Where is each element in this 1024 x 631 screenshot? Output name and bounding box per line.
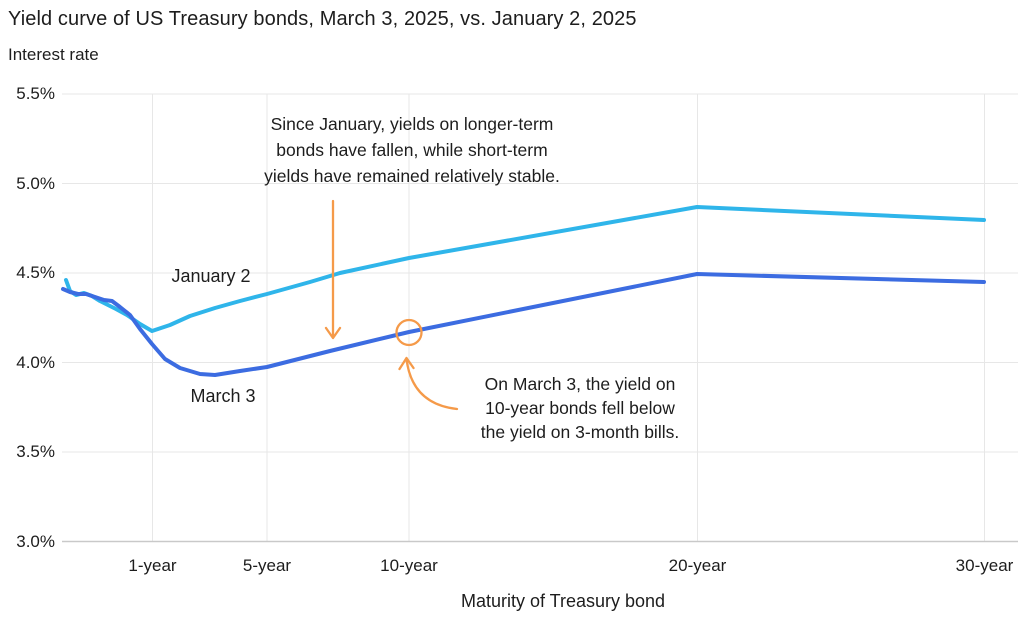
ten-year-highlight-circle	[395, 318, 423, 347]
series-label-march: March 3	[190, 386, 256, 406]
x-tick-label: 1-year	[128, 556, 177, 575]
series-label-january: January 2	[171, 266, 251, 286]
annotation-top: Since January, yields on longer-term bon…	[212, 111, 612, 189]
curved-arrow	[398, 356, 459, 411]
annotation-top-line: bonds have fallen, while short-term	[276, 140, 548, 160]
y-tick-label: 3.5%	[16, 442, 55, 461]
y-tick-label: 4.0%	[16, 352, 55, 372]
annotation-bottom-line: the yield on 3-month bills.	[480, 422, 680, 442]
y-axis-title: Interest rate	[8, 45, 99, 64]
annotation-bottom-line: On March 3, the yield on	[484, 374, 676, 394]
x-axis-title: Maturity of Treasury bond	[460, 591, 666, 611]
march-3-line	[61, 272, 986, 377]
chart-title: Yield curve of US Treasury bonds, March …	[8, 8, 637, 30]
y-tick-label: 5.0%	[16, 173, 55, 193]
y-tick-label: 5.5%	[16, 84, 55, 103]
x-tick-label: 5-year	[242, 556, 292, 575]
annotation-bottom: On March 3, the yield on 10-year bonds f…	[455, 372, 705, 444]
annotation-top-line: Since January, yields on longer-term	[270, 114, 554, 134]
x-tick-label: 30-year	[955, 556, 1014, 575]
annotation-top-line: yields have remained relatively stable.	[264, 166, 560, 186]
x-tick-label: 20-year	[668, 556, 727, 575]
x-tick-label: 10-year	[380, 556, 438, 575]
annotation-bottom-line: 10-year bonds fell below	[485, 398, 675, 418]
y-tick-label: 3.0%	[16, 531, 55, 551]
down-arrow	[324, 199, 342, 340]
y-tick-label: 4.5%	[16, 263, 55, 282]
